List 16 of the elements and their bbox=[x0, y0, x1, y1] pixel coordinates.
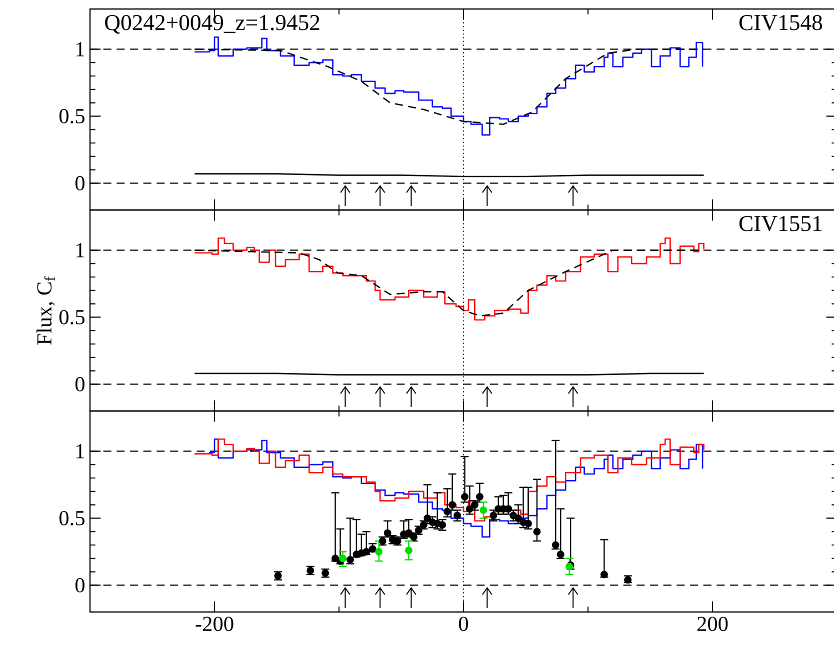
x-tick-label: 0 bbox=[458, 616, 468, 632]
x-tick-label: 200 bbox=[697, 616, 728, 632]
y-tick-label: 0.5 bbox=[59, 108, 84, 124]
y-tick-label: 0 bbox=[75, 578, 84, 592]
y-tick-label: 1 bbox=[76, 42, 84, 56]
y-tick-label: 1 bbox=[76, 243, 84, 258]
y-axis-title: Flux, C$_{f}$ bbox=[36, 276, 55, 345]
y-tick-label: 1 bbox=[76, 444, 84, 458]
x-tick-label: -200 bbox=[196, 616, 234, 632]
y-tick-label: 0 bbox=[75, 377, 84, 392]
annotation: CIV1551 bbox=[739, 216, 822, 232]
annotation: CIV1548 bbox=[739, 14, 822, 30]
y-tick-label: 0.5 bbox=[59, 310, 84, 324]
annotation: Q0242+0049_z=1.9452 bbox=[105, 14, 320, 34]
y-tick-label: 0 bbox=[75, 176, 84, 190]
y-tick-label: 0.5 bbox=[59, 510, 84, 526]
